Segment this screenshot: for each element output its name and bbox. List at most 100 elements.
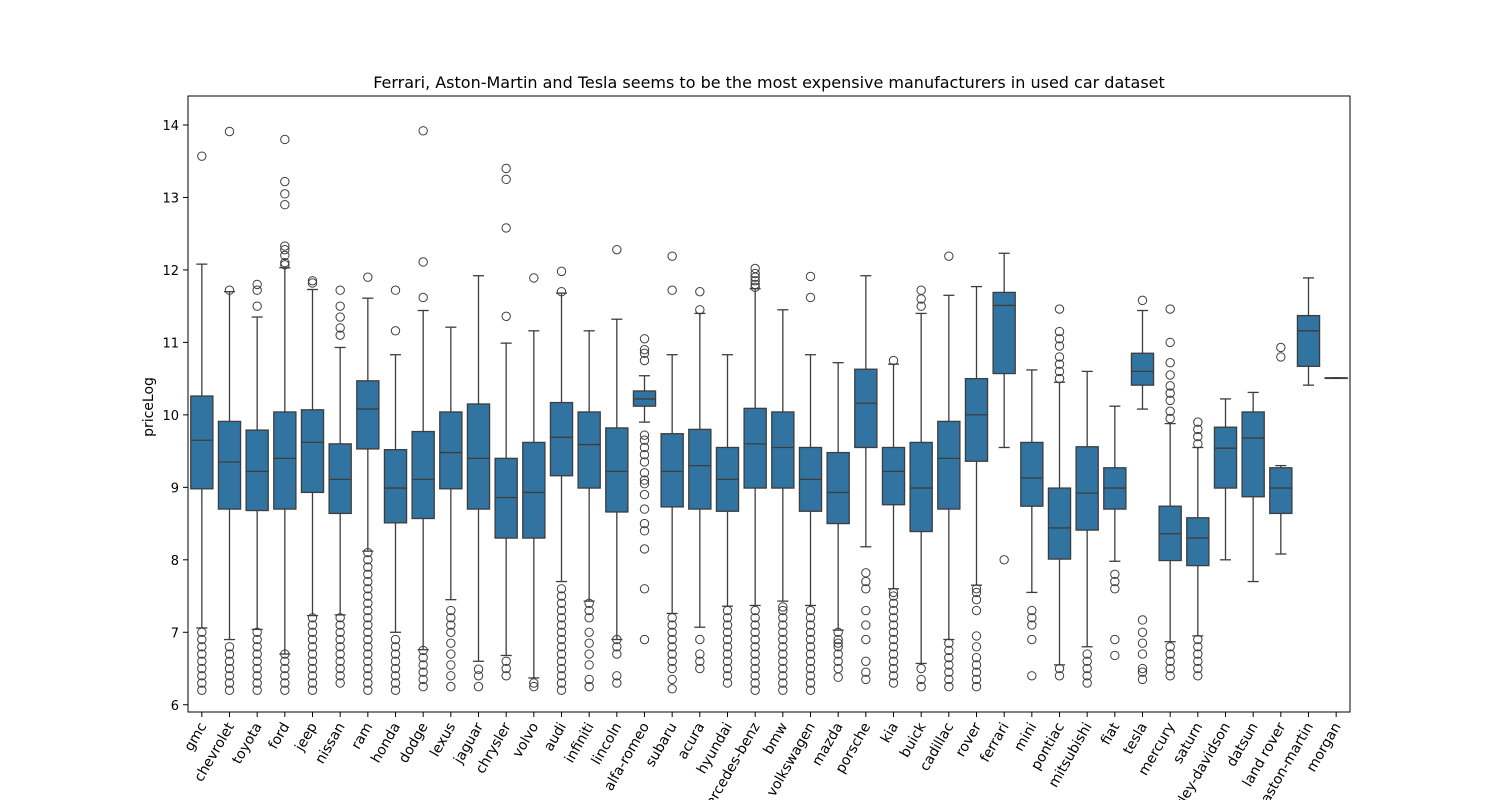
outlier-point: [1110, 569, 1120, 580]
box-group-audi: [549, 266, 574, 695]
outlier-point: [916, 285, 926, 295]
outlier-point: [335, 671, 345, 681]
outlier-point: [888, 598, 899, 608]
outlier-point: [363, 642, 373, 652]
outlier-point: [971, 667, 982, 677]
outlier-point: [556, 620, 567, 630]
outlier-point: [639, 334, 650, 344]
outlier-point: [280, 656, 290, 666]
iqr-box: [1241, 411, 1265, 498]
outlier-point: [1082, 671, 1092, 681]
outlier-point: [307, 649, 318, 659]
outlier-point: [888, 663, 899, 674]
outlier-point: [335, 285, 345, 295]
outlier-point: [1165, 663, 1175, 674]
outlier-point: [335, 656, 345, 666]
outlier-point: [1054, 304, 1065, 314]
outlier-point: [501, 671, 511, 681]
outlier-point: [722, 642, 733, 652]
outlier-point: [556, 591, 567, 601]
iqr-box: [245, 429, 269, 512]
outlier-point: [750, 627, 760, 637]
outlier-point: [888, 605, 899, 616]
outlier-point: [335, 678, 345, 688]
box-group-mercedes-benz: [743, 263, 767, 695]
outlier-point: [446, 660, 456, 670]
outlier-point: [722, 656, 733, 666]
outlier-point: [529, 273, 539, 283]
outlier-point: [805, 685, 816, 695]
box-group-kia: [881, 355, 906, 688]
outlier-point: [833, 656, 843, 666]
outlier-point: [778, 627, 788, 637]
outlier-point: [1110, 576, 1120, 587]
outlier-point: [446, 671, 456, 681]
outlier-point: [390, 642, 401, 652]
outlier-point: [252, 279, 262, 290]
outlier-point: [363, 685, 373, 695]
outlier-point: [280, 241, 290, 251]
outlier-point: [888, 591, 899, 601]
box-group-ram: [356, 272, 380, 695]
outlier-point: [446, 649, 456, 659]
outlier-point: [363, 569, 373, 580]
outlier-point: [805, 620, 816, 630]
outlier-point: [722, 605, 733, 616]
outlier-point: [1137, 667, 1148, 677]
outlier-point: [1082, 678, 1092, 688]
iqr-box: [1075, 446, 1099, 531]
outlier-point: [639, 634, 650, 645]
outlier-point: [695, 649, 705, 659]
outlier-point: [639, 475, 650, 485]
outlier-point: [363, 663, 373, 674]
iqr-box: [909, 441, 933, 533]
x-tick-label: fiat: [1098, 720, 1124, 748]
outlier-point: [1165, 357, 1175, 368]
outlier-point: [750, 663, 760, 674]
outlier-point: [1165, 406, 1175, 416]
outlier-point: [1082, 656, 1092, 666]
iqr-box: [743, 407, 767, 489]
outlier-point: [1054, 671, 1065, 681]
box-group-lexus: [439, 326, 463, 692]
outlier-point: [1110, 634, 1120, 645]
outlier-point: [556, 678, 567, 688]
outlier-point: [197, 642, 207, 652]
iqr-box: [771, 411, 795, 489]
outlier-point: [197, 671, 207, 681]
outlier-point: [335, 330, 345, 340]
box-group-aston-martin: [1296, 277, 1321, 386]
outlier-point: [861, 568, 871, 578]
outlier-point: [335, 642, 345, 652]
outlier-point: [805, 605, 816, 616]
outlier-point: [833, 649, 843, 659]
outlier-point: [1137, 663, 1148, 674]
outlier-point: [833, 627, 843, 637]
outlier-point: [280, 671, 290, 681]
outlier-point: [639, 544, 650, 554]
outlier-point: [363, 591, 373, 601]
outlier-point: [1137, 627, 1148, 637]
outlier-point: [363, 547, 373, 558]
outlier-point: [1165, 304, 1175, 314]
outlier-point: [722, 678, 733, 688]
outlier-point: [446, 605, 456, 616]
iqr-box: [577, 411, 601, 489]
x-tick-label: mini: [1011, 720, 1040, 754]
outlier-point: [639, 518, 650, 529]
outlier-point: [501, 174, 511, 185]
outlier-point: [390, 649, 401, 659]
iqr-box: [881, 446, 906, 506]
outlier-point: [971, 605, 982, 616]
box-group-mercury: [1158, 304, 1182, 681]
outlier-point: [446, 620, 456, 630]
outlier-point: [224, 642, 235, 652]
outlier-point: [1054, 663, 1065, 674]
iqr-box: [992, 291, 1016, 375]
outlier-point: [971, 681, 982, 692]
outlier-point: [335, 627, 345, 637]
outlier-point: [778, 620, 788, 630]
outlier-point: [750, 642, 760, 652]
